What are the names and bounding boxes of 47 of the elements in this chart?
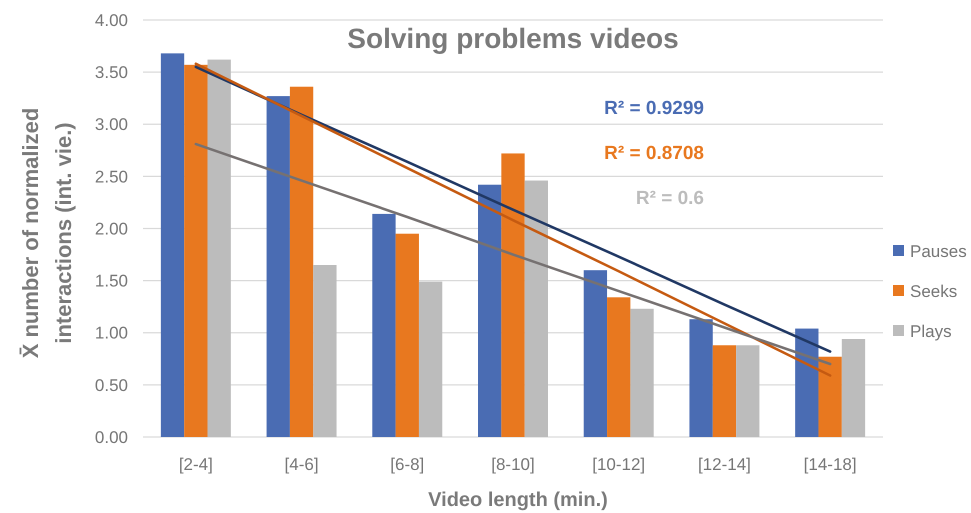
- y-tick-label: 0.00: [94, 428, 128, 447]
- x-tick-label: [8-10]: [491, 455, 535, 474]
- y-tick-label: 4.00: [94, 10, 128, 30]
- bar: [736, 345, 760, 437]
- y-tick-label: 3.00: [94, 115, 128, 134]
- x-tick-label: [4-6]: [284, 455, 319, 474]
- bar: [396, 234, 419, 437]
- bar: [501, 153, 525, 437]
- bar: [524, 180, 548, 437]
- bar: [630, 308, 654, 437]
- bar: [290, 86, 314, 437]
- y-tick-label: 0.50: [94, 376, 128, 395]
- bar: [160, 53, 184, 437]
- y-tick-label: 2.00: [94, 219, 128, 238]
- annotation: R² = 0.8708: [604, 143, 704, 164]
- bar: [795, 328, 818, 437]
- bar: [842, 339, 866, 437]
- y-tick-label: 2.50: [94, 167, 128, 186]
- y-tick-label: 1.50: [94, 272, 128, 291]
- legend-label: Pauses: [910, 242, 967, 261]
- legend-label: Seeks: [910, 282, 958, 301]
- bar: [313, 264, 337, 437]
- x-tick-label: [6-8]: [390, 455, 424, 474]
- x-axis-title: Video length (min.): [428, 489, 608, 511]
- y-tick-label: 1.00: [94, 324, 128, 343]
- bar: [184, 64, 208, 437]
- x-tick-label: [14-18]: [804, 455, 857, 474]
- bar: [266, 96, 290, 437]
- y-axis-title: X̄ number of normalized interactions (int. vie.): [18, 108, 76, 358]
- annotation: R² = 0.9299: [604, 98, 704, 119]
- annotation: R² = 0.6: [636, 188, 704, 209]
- chart-title: Solving problems videos: [347, 23, 679, 54]
- legend-label: Plays: [910, 322, 952, 341]
- x-tick-label: [2-4]: [178, 455, 213, 474]
- x-tick-label: [10-12]: [592, 455, 646, 474]
- x-tick-label: [12-14]: [698, 455, 751, 474]
- bar: [689, 319, 713, 437]
- y-tick-label: 3.50: [94, 63, 128, 82]
- bar: [372, 214, 396, 437]
- bar: [607, 297, 630, 437]
- bar: [818, 356, 842, 437]
- bar: [584, 270, 608, 437]
- bar: [712, 345, 736, 437]
- line-series: [194, 142, 832, 366]
- bar: [418, 282, 442, 437]
- bar: [478, 184, 502, 437]
- bar: [208, 60, 231, 437]
